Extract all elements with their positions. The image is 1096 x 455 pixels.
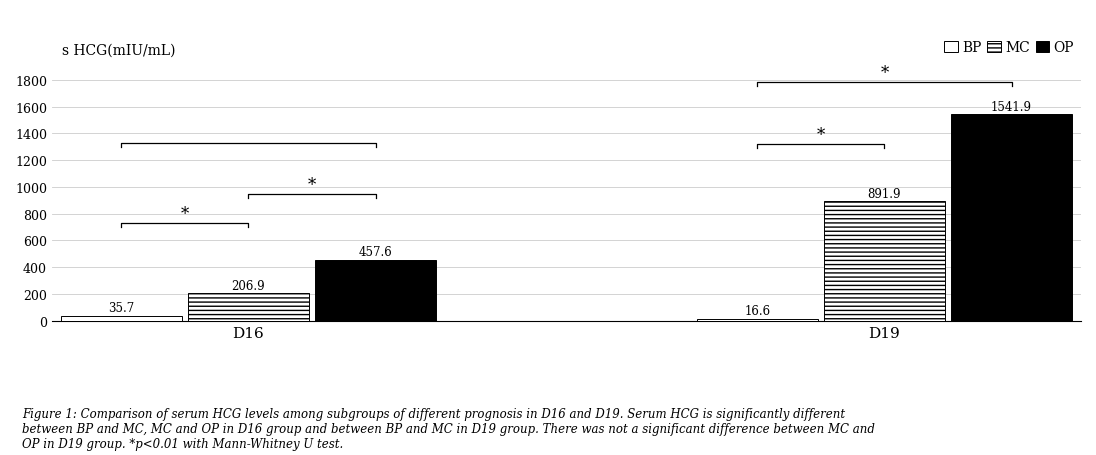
Text: *: * xyxy=(880,65,889,82)
Text: 35.7: 35.7 xyxy=(109,302,135,315)
Text: *: * xyxy=(308,176,316,193)
Bar xyxy=(315,260,436,321)
Text: 206.9: 206.9 xyxy=(231,279,265,292)
Text: *: * xyxy=(817,126,825,144)
Text: *: * xyxy=(181,206,189,222)
Legend: BP, MC, OP: BP, MC, OP xyxy=(944,41,1074,55)
Bar xyxy=(697,319,818,321)
Text: s HCG(mIU/mL): s HCG(mIU/mL) xyxy=(62,43,175,57)
Bar xyxy=(951,115,1072,321)
Text: 457.6: 457.6 xyxy=(358,245,392,258)
Bar xyxy=(824,202,945,321)
Bar xyxy=(60,316,182,321)
Text: Figure 1: Comparison of serum HCG levels among subgroups of different prognosis : Figure 1: Comparison of serum HCG levels… xyxy=(22,408,875,450)
Bar xyxy=(187,293,309,321)
Text: 16.6: 16.6 xyxy=(744,304,770,317)
Text: 891.9: 891.9 xyxy=(868,187,901,200)
Text: 1541.9: 1541.9 xyxy=(991,101,1032,113)
